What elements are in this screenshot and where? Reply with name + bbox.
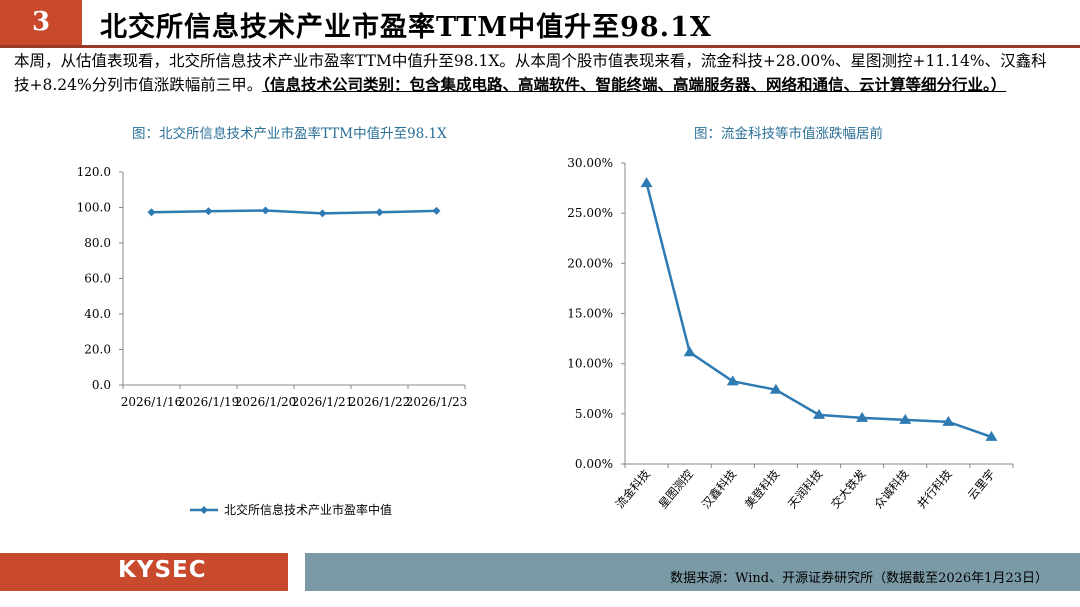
page-header: 3 北交所信息技术产业市盈率TTM中值升至98.1X bbox=[0, 0, 1080, 48]
y-tick-label: 0.0 bbox=[92, 378, 111, 392]
pe-data-point bbox=[318, 209, 327, 218]
y-tick-label: 25.00% bbox=[567, 206, 613, 220]
intro-text: 本周，从估值表现看，北交所信息技术产业市盈率TTM中值升至98.1X。从本周个股… bbox=[14, 52, 1047, 94]
x-tick-label: 云里宇 bbox=[965, 467, 998, 502]
data-source-note: 数据来源：Wind、开源证券研究所（数据截至2026年1月23日） bbox=[670, 571, 1048, 586]
footer-source-bar bbox=[305, 553, 1080, 591]
change-data-point bbox=[683, 346, 696, 357]
x-tick-label: 天润科技 bbox=[785, 467, 826, 512]
y-tick-label: 80.0 bbox=[84, 236, 111, 250]
x-tick-label: 2026/1/23 bbox=[406, 395, 468, 409]
change-data-point bbox=[769, 383, 782, 394]
right-chart: 0.00% 5.00% 10.00% 15.00% 20.00% 25.00% 30.00%… bbox=[567, 156, 1014, 512]
x-tick-label: 汉鑫科技 bbox=[699, 467, 740, 512]
x-tick-label: 众诚科技 bbox=[871, 467, 912, 512]
x-tick-label: 2026/1/20 bbox=[235, 395, 297, 409]
y-tick-label: 5.00% bbox=[575, 407, 613, 421]
x-tick-label: 2026/1/19 bbox=[178, 395, 240, 409]
x-tick-label: 2026/1/22 bbox=[349, 395, 411, 409]
left-chart: 0.020.040.060.080.0100.0120.02026/1/1620… bbox=[77, 165, 468, 517]
intro-emphasis: （信息技术公司类别：包含集成电路、高端软件、智能终端、高端服务器、网络和通信、云… bbox=[262, 75, 1007, 94]
legend-label: 北交所信息技术产业市盈率中值 bbox=[224, 502, 392, 517]
x-tick-label: 2026/1/16 bbox=[121, 395, 183, 409]
page-number-box: 3 bbox=[0, 0, 82, 45]
pe-data-point bbox=[204, 207, 213, 216]
change-data-point bbox=[813, 408, 825, 419]
left-chart-caption: 图：北交所信息技术产业市盈率TTM中值升至98.1X bbox=[132, 126, 447, 142]
change-data-point bbox=[640, 177, 653, 188]
change-series-line bbox=[645, 182, 992, 439]
x-tick-label: 美登科技 bbox=[742, 467, 783, 512]
page-title: 北交所信息技术产业市盈率TTM中值升至98.1X bbox=[100, 12, 712, 43]
x-tick-label: 2026/1/21 bbox=[292, 395, 354, 409]
change-data-point bbox=[942, 415, 955, 426]
y-tick-label: 10.00% bbox=[567, 357, 613, 371]
y-tick-label: 30.00% bbox=[567, 156, 613, 170]
header-divider bbox=[0, 45, 1080, 48]
y-tick-label: 15.00% bbox=[567, 307, 613, 321]
y-tick-label: 60.0 bbox=[84, 272, 111, 286]
page-number: 3 bbox=[32, 7, 51, 37]
footer-brand-bar bbox=[0, 553, 288, 591]
x-tick-label: 流金科技 bbox=[613, 467, 654, 512]
y-tick-label: 20.0 bbox=[84, 343, 111, 357]
change-data-point bbox=[899, 413, 912, 424]
legend-marker bbox=[200, 506, 208, 514]
x-tick-label: 星图测控 bbox=[656, 467, 697, 512]
y-tick-label: 100.0 bbox=[77, 201, 111, 215]
y-tick-label: 20.00% bbox=[567, 256, 613, 270]
kysec-logo: KYSEC bbox=[118, 557, 207, 583]
y-tick-label: 0.00% bbox=[575, 457, 613, 471]
pe-data-point bbox=[375, 208, 384, 217]
pe-data-point bbox=[432, 206, 441, 215]
change-data-point bbox=[726, 375, 739, 386]
y-tick-label: 40.0 bbox=[84, 307, 111, 321]
change-data-point bbox=[985, 430, 998, 441]
change-data-point bbox=[856, 411, 869, 422]
x-tick-label: 并行科技 bbox=[914, 467, 955, 512]
x-tick-label: 交大铁发 bbox=[828, 467, 869, 512]
pe-series-line bbox=[151, 209, 437, 215]
right-chart-caption: 图：流金科技等市值涨跌幅居前 bbox=[694, 126, 883, 142]
y-tick-label: 120.0 bbox=[77, 165, 111, 179]
pe-data-point bbox=[147, 208, 156, 217]
intro-paragraph: 本周，从估值表现看，北交所信息技术产业市盈率TTM中值升至98.1X。从本周个股… bbox=[14, 50, 1054, 97]
pe-data-point bbox=[261, 206, 270, 215]
